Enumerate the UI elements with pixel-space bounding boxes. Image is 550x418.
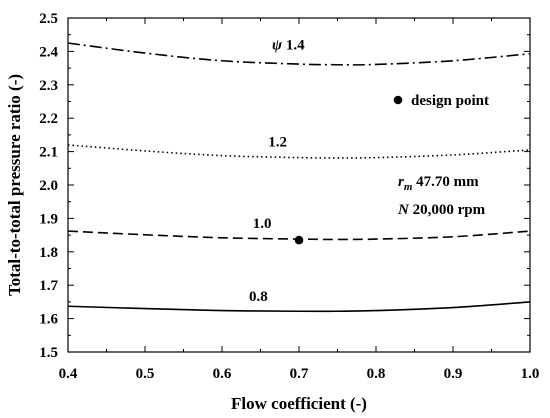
legend-marker	[393, 95, 403, 105]
series-line-1-4	[67, 42, 531, 66]
x-axis-title: Flow coefficient (-)	[231, 394, 367, 413]
annotation-rm: rm 47.70 mm	[398, 174, 479, 193]
y-tick-label: 2.5	[39, 11, 58, 27]
annotation-rm-value: 47.70 mm	[412, 174, 479, 190]
x-tick-label: 0.6	[213, 366, 232, 382]
annotation-speed: N 20,000 rpm	[397, 202, 486, 218]
y-axis-title: Total-to-total pressure ratio (-)	[5, 74, 24, 296]
y-tick-label: 1.6	[39, 312, 58, 328]
annotation-speed-symbol: N	[397, 202, 410, 218]
series-line-1-2	[67, 144, 531, 159]
x-tick-labels: 0.4 0.5 0.6 0.7 0.8 0.9 1.0	[59, 366, 540, 382]
series-label: 0.8	[249, 289, 268, 305]
x-tick-label: 0.8	[367, 366, 386, 382]
series-label: 1.0	[253, 216, 272, 232]
x-tick-label: 0.7	[290, 366, 309, 382]
svg-text:N 20,000 rpm: N 20,000 rpm	[397, 202, 486, 218]
svg-text:rm 47.70 mm: rm 47.70 mm	[398, 174, 479, 193]
series-line-1-0	[67, 230, 531, 241]
y-tick-label: 2.1	[39, 145, 58, 161]
y-tick-label: 1.9	[39, 211, 58, 227]
annotation-rm-subscript: m	[404, 181, 413, 193]
legend-label: design point	[411, 93, 489, 109]
plot-frame	[67, 17, 531, 353]
legend: design point	[393, 93, 489, 109]
design-point-marker	[294, 235, 304, 245]
data-points	[294, 235, 304, 245]
y-tick-label: 2.2	[39, 111, 58, 127]
y-tick-label: 2.3	[39, 78, 58, 94]
series-curves	[67, 42, 531, 313]
x-tick-label: 0.9	[444, 366, 463, 382]
series-label: 1.2	[268, 135, 287, 151]
y-tick-label: 1.8	[39, 245, 58, 261]
series-line-0-8	[67, 301, 531, 313]
y-tick-label: 2.4	[39, 44, 58, 60]
x-tick-label: 0.4	[59, 366, 78, 382]
y-tick-label: 1.5	[39, 345, 58, 361]
annotation-speed-value: 20,000 rpm	[409, 202, 486, 218]
series-label: ψ 1.4	[272, 38, 305, 54]
series-labels: ψ 1.4 1.2 1.0 0.8	[249, 38, 305, 305]
x-tick-label: 0.5	[136, 366, 155, 382]
annotation-rm-symbol: r	[398, 174, 404, 190]
y-tick-label: 1.7	[39, 278, 58, 294]
y-tick-labels: 1.5 1.6 1.7 1.8 1.9 2.0 2.1 2.2 2.3 2.4 2.5	[39, 11, 58, 361]
y-tick-label: 2.0	[39, 178, 58, 194]
x-tick-label: 1.0	[521, 366, 540, 382]
